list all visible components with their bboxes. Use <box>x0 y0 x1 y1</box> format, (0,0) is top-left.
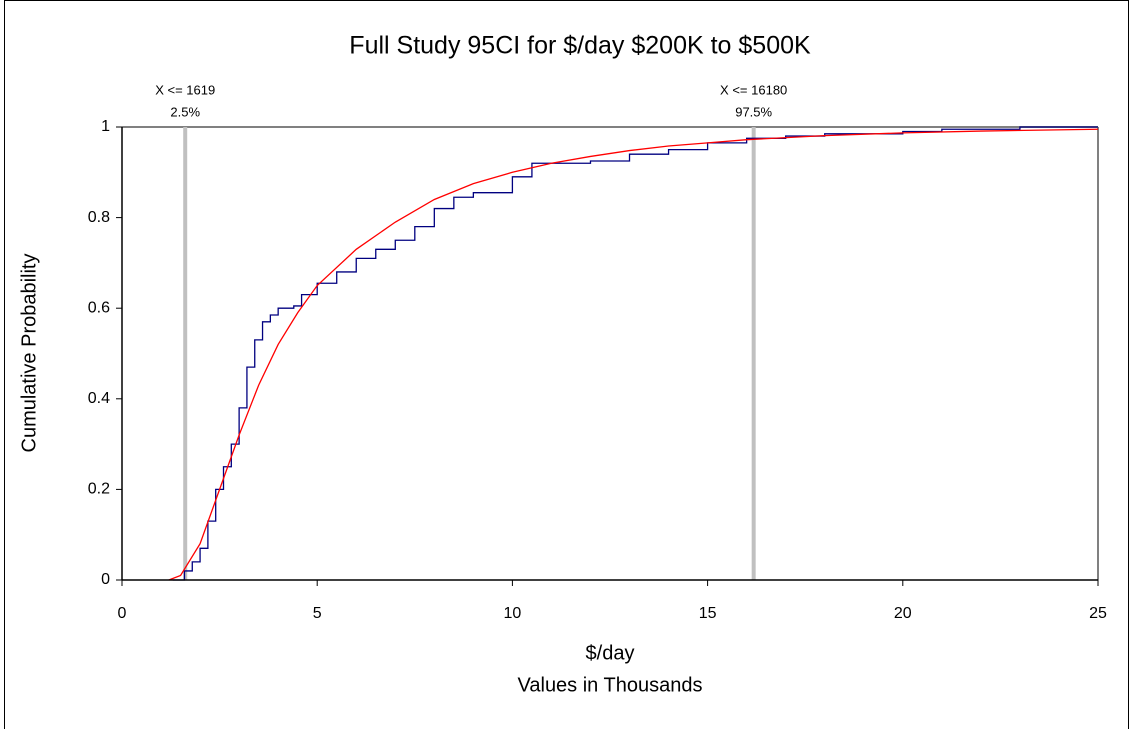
y-tick-label: 0.4 <box>88 390 110 407</box>
chart-frame <box>4 0 1129 729</box>
x-tick-label: 5 <box>313 605 322 622</box>
chart-title: Full Study 95CI for $/day $200K to $500K <box>349 32 811 60</box>
x-tick-label: 10 <box>504 605 522 622</box>
x-tick-label: 0 <box>118 605 127 622</box>
x-axis-label: $/day <box>586 642 635 664</box>
y-tick-label: 0.6 <box>88 299 110 316</box>
y-tick-label: 0.8 <box>88 209 110 226</box>
x-axis-sublabel: Values in Thousands <box>518 674 703 696</box>
x-tick-label: 15 <box>699 605 717 622</box>
percentile-value-label: X <= 1619 <box>155 82 215 97</box>
fitted-cdf <box>168 128 1099 581</box>
y-axis-label: Cumulative Probability <box>18 254 40 453</box>
percentile-prob-label: 97.5% <box>735 104 772 119</box>
y-tick-label: 0.2 <box>88 481 110 498</box>
percentile-value-label: X <= 16180 <box>720 82 787 97</box>
empirical-cdf <box>172 126 1098 581</box>
y-tick-label: 1 <box>101 118 110 135</box>
percentile-prob-label: 2.5% <box>170 104 200 119</box>
y-tick-label: 0 <box>101 571 110 588</box>
x-tick-label: 25 <box>1089 605 1107 622</box>
x-tick-label: 20 <box>894 605 912 622</box>
